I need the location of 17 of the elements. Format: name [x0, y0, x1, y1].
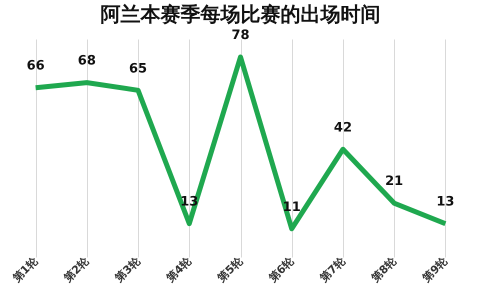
data-label: 65 — [129, 61, 148, 76]
x-tick-label: 第1轮 — [9, 254, 42, 286]
x-tick-label: 第4轮 — [163, 254, 195, 286]
data-label: 66 — [26, 58, 45, 74]
x-tick-label: 第2轮 — [60, 254, 92, 286]
data-label: 78 — [231, 28, 250, 43]
x-tick-label: 第9轮 — [419, 254, 451, 286]
x-tick-label: 第6轮 — [266, 254, 298, 286]
data-label: 13 — [436, 194, 454, 210]
x-tick-label: 第3轮 — [112, 254, 144, 286]
chart-title: 阿兰本赛季每场比赛的出场时间 — [100, 2, 380, 26]
data-label: 21 — [385, 174, 404, 190]
data-label: 42 — [334, 120, 352, 136]
data-label: 68 — [78, 54, 96, 69]
x-tick-label: 第8轮 — [368, 254, 400, 286]
x-tick-label: 第5轮 — [214, 254, 246, 286]
x-tick-label: 第7轮 — [316, 254, 348, 286]
